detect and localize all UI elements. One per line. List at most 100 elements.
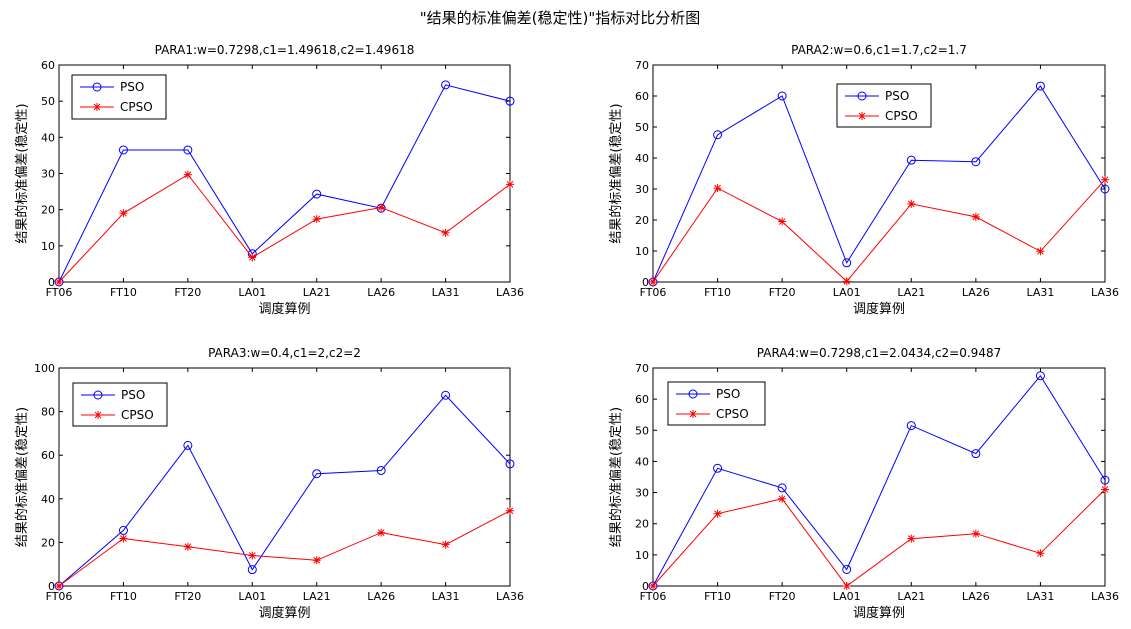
data-point-cpso [971,212,980,221]
x-tick-label: LA36 [1091,590,1119,603]
legend-label-pso: PSO [885,89,909,103]
x-tick-label: FT20 [769,286,796,299]
plot-area-frame [652,64,1106,283]
x-tick-label: FT20 [174,286,201,299]
y-tick-label: 100 [34,362,55,375]
data-point-cpso [248,253,257,262]
y-tick-label: 10 [41,240,55,253]
data-point-pso [247,565,257,575]
y-tick-label: 0 [48,580,55,593]
legend-label-cpso: CPSO [885,109,918,123]
y-tick-label: 30 [41,168,55,181]
legend-label-pso: PSO [120,80,144,94]
data-point-pso [118,525,128,535]
y-tick-label: 20 [41,536,55,549]
data-point-cpso [649,278,657,286]
x-axis-label: 调度算例 [853,605,905,621]
series-line-pso [652,85,1106,283]
y-tick-label: 30 [635,487,649,500]
x-tick-label: LA36 [496,286,524,299]
legend-box [71,74,167,120]
data-point-cpso [842,582,851,590]
x-tick-label: LA21 [303,590,331,603]
series-cpso [55,170,514,286]
data-point-cpso [377,203,386,212]
y-tick-label: 50 [41,95,55,108]
data-point-pso [1035,81,1045,91]
data-point-cpso [1036,549,1045,558]
y-tick-label: 20 [41,204,55,217]
plot-area-frame [652,367,1106,587]
data-point-pso [842,258,852,268]
y-tick-label: 60 [41,59,55,72]
data-point-pso [906,155,916,165]
series-line-pso [652,374,1106,587]
figure-title: "结果的标准偏差(稳定性)"指标对比分析图 [420,9,701,27]
data-point-cpso [1101,175,1109,184]
x-tick-label: LA36 [496,590,524,603]
data-point-cpso [1101,485,1109,494]
y-tick-label: 0 [642,580,649,593]
x-tick-label: FT20 [769,590,796,603]
x-tick-label: LA01 [833,590,861,603]
series-pso [54,390,515,591]
data-point-cpso [713,184,722,193]
x-tick-label: LA31 [1026,590,1054,603]
data-point-pso [842,564,852,574]
x-axis-label: 调度算例 [853,301,905,317]
data-point-pso [312,189,322,199]
data-point-pso [971,157,981,167]
subplot-2: PARA2:w=0.6,c1=1.7,c2=1.7 0 10 20 30 40 50 60 70… [608,43,1119,317]
legend: PSO CPSO [72,382,168,427]
x-tick-label: LA26 [367,286,395,299]
legend-marker-pso [93,390,103,400]
data-point-pso [777,483,787,493]
y-axis-label: 结果的标准偏差(稳定性) [14,103,30,243]
subplot-title: PARA1:w=0.7298,c1=1.49618,c2=1.49618 [155,43,415,57]
y-tick-label: 40 [635,152,649,165]
x-tick-label: LA31 [432,286,460,299]
x-tick-label: LA26 [962,590,990,603]
data-point-pso [1100,475,1110,485]
data-point-cpso [119,209,128,218]
x-tick-label: FT06 [46,590,73,603]
x-tick-label: LA01 [833,286,861,299]
series-line-cpso [652,179,1106,283]
plot-area-frame [58,367,511,587]
data-point-cpso [506,180,514,189]
data-point-pso [118,145,128,155]
data-point-cpso [506,506,514,515]
data-point-pso [713,463,723,473]
x-tick-label: FT20 [174,590,201,603]
y-tick-label: 30 [635,183,649,196]
data-point-pso [183,440,193,450]
series-line-pso [58,84,511,283]
data-point-cpso [55,582,63,590]
x-tick-label: FT06 [46,286,73,299]
data-point-cpso [248,551,257,560]
x-tick-label: LA01 [238,286,266,299]
data-point-cpso [907,534,916,543]
x-tick-label: LA36 [1091,286,1119,299]
y-tick-label: 10 [635,549,649,562]
y-axis-label: 结果的标准偏差(稳定性) [608,407,624,547]
data-point-pso [505,459,515,469]
legend-box [667,381,766,426]
data-point-cpso [312,215,321,224]
y-axis-label: 结果的标准偏差(稳定性) [608,103,624,243]
x-tick-label: LA01 [238,590,266,603]
x-axis-label: 调度算例 [258,605,310,621]
x-tick-label: FT06 [640,286,667,299]
y-tick-label: 50 [635,424,649,437]
data-point-cpso [183,170,192,179]
data-point-cpso [441,540,450,549]
legend-label-pso: PSO [716,387,740,401]
data-point-pso [441,390,451,400]
legend-marker-pso [688,389,698,399]
data-point-cpso [55,278,63,286]
y-tick-label: 0 [642,276,649,289]
legend: PSO CPSO [836,83,932,128]
legend-marker-cpso [689,410,697,418]
data-point-pso [376,465,386,475]
